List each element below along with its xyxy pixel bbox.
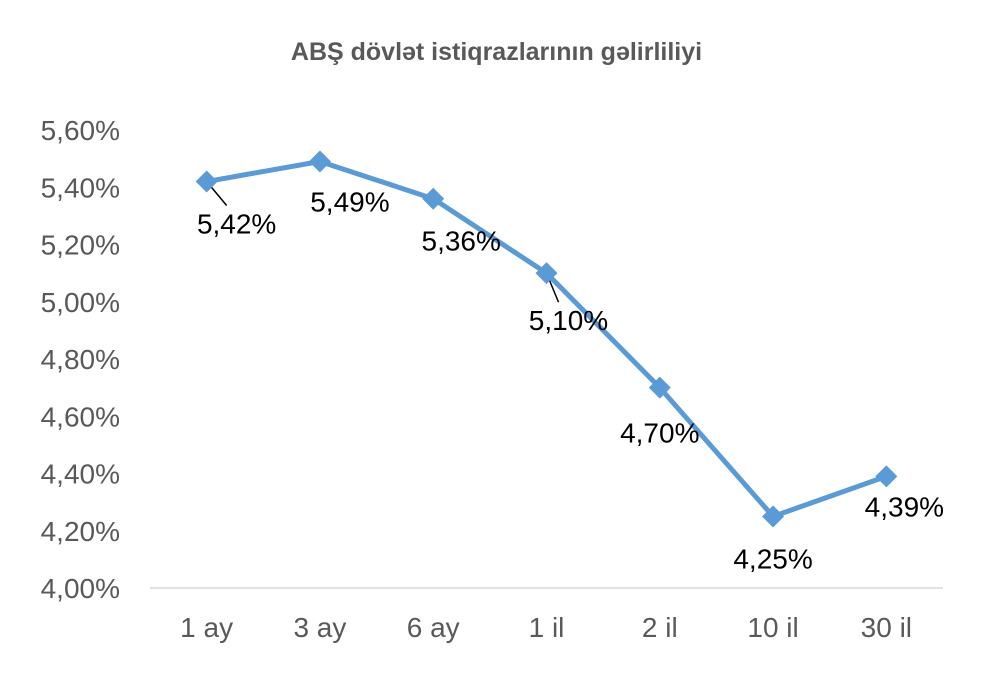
data-point-marker xyxy=(762,505,785,528)
data-point-marker xyxy=(195,170,218,193)
data-label: 4,25% xyxy=(733,543,812,574)
data-point-marker xyxy=(648,376,671,399)
y-tick-label: 4,20% xyxy=(41,516,120,547)
x-tick-label: 6 ay xyxy=(407,612,460,643)
data-point-marker xyxy=(535,262,558,285)
x-tick-label: 3 ay xyxy=(293,612,346,643)
series-line xyxy=(206,158,888,519)
data-point-marker xyxy=(308,150,331,173)
y-tick-label: 5,60% xyxy=(41,115,120,146)
data-label: 5,49% xyxy=(310,186,389,217)
x-tick-label: 10 il xyxy=(747,612,798,643)
y-tick-label: 4,40% xyxy=(41,459,120,490)
chart-title: ABŞ dövlət istiqrazlarının gəlirliliyi xyxy=(290,38,703,66)
y-tick-label: 4,60% xyxy=(41,401,120,432)
x-tick-label: 2 il xyxy=(642,612,678,643)
data-label: 5,36% xyxy=(422,226,501,257)
data-label: 4,39% xyxy=(865,491,944,522)
data-label: 4,70% xyxy=(620,418,699,449)
data-label: 5,42% xyxy=(197,209,276,240)
y-tick-label: 5,40% xyxy=(41,172,120,203)
y-tick-label: 5,20% xyxy=(41,230,120,261)
x-tick-label: 1 il xyxy=(529,612,565,643)
y-tick-label: 5,00% xyxy=(41,287,120,318)
data-point-marker xyxy=(875,465,898,488)
data-point-marker xyxy=(422,187,445,210)
y-tick-label: 4,80% xyxy=(41,344,120,375)
y-tick-label: 4,00% xyxy=(41,573,120,604)
x-tick-label: 1 ay xyxy=(180,612,233,643)
data-label: 5,10% xyxy=(529,305,608,336)
x-tick-label: 30 il xyxy=(861,612,912,643)
